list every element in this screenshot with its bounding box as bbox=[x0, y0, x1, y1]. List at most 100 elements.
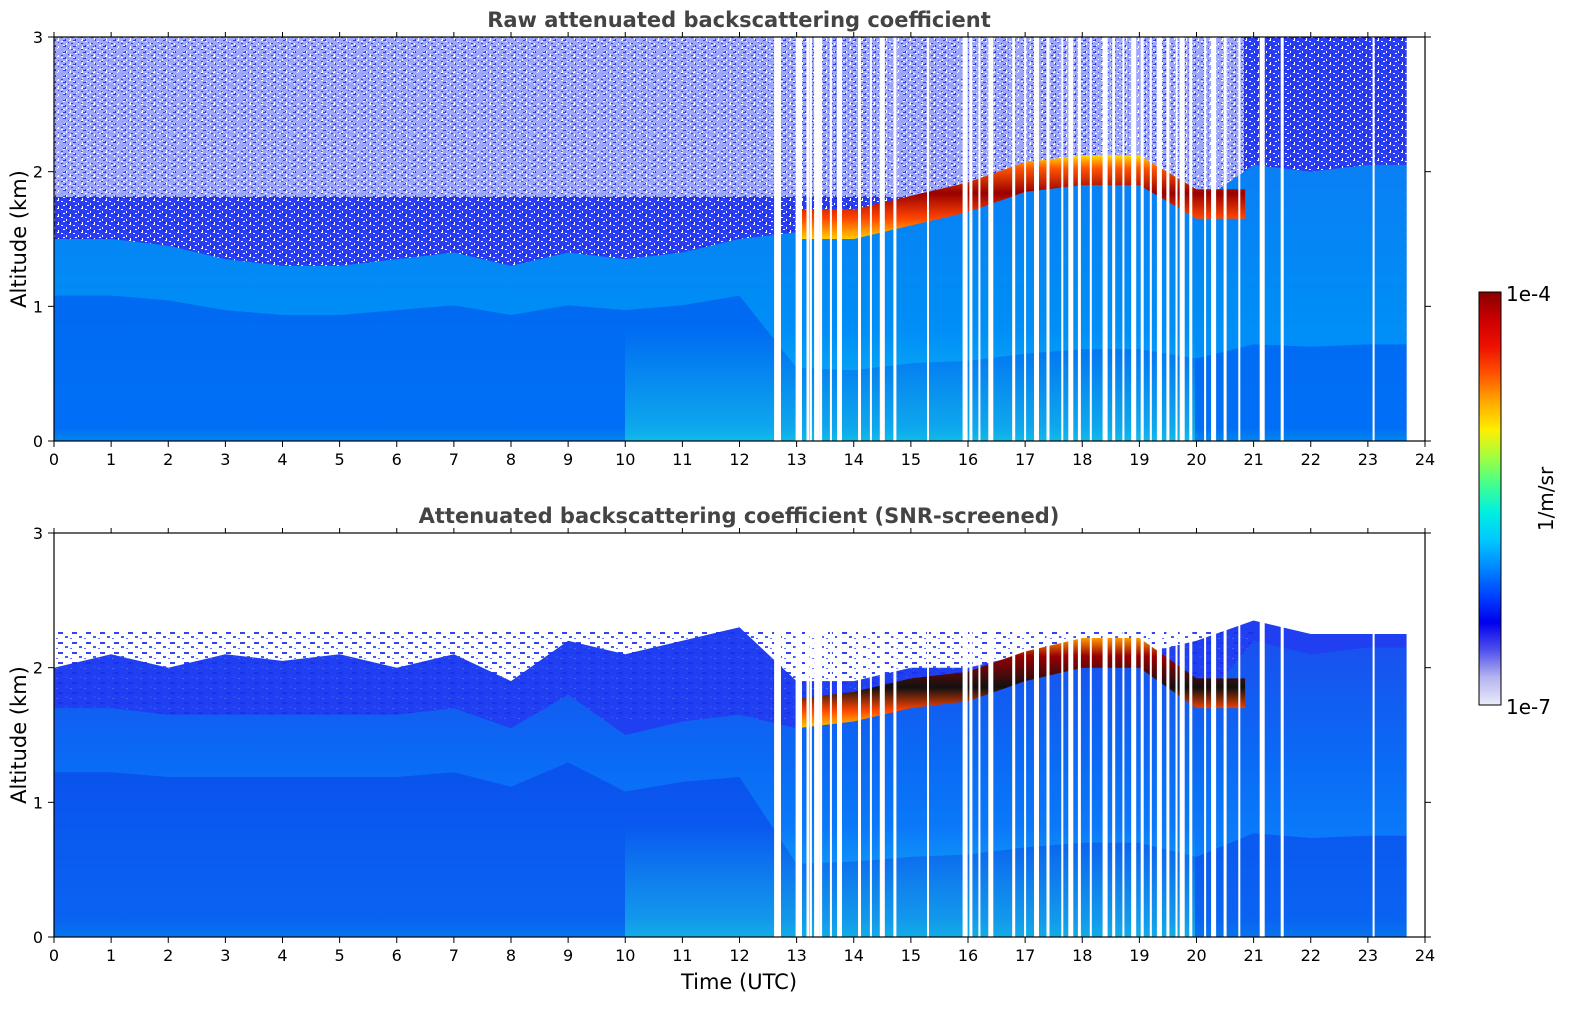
x-tick-label: 9 bbox=[563, 450, 573, 469]
y-tick-label: 3 bbox=[33, 28, 43, 47]
x-tick-label: 13 bbox=[786, 946, 806, 965]
data-gap bbox=[1189, 533, 1193, 937]
afternoon-boundary-glow bbox=[625, 330, 1195, 441]
data-gap bbox=[814, 37, 820, 441]
data-gap bbox=[819, 533, 823, 937]
data-gap bbox=[795, 37, 798, 441]
panel-plot-area bbox=[54, 533, 1425, 937]
data-gap bbox=[778, 533, 781, 937]
data-gap bbox=[806, 37, 810, 441]
data-gap bbox=[1175, 37, 1178, 441]
x-tick-label: 18 bbox=[1072, 450, 1092, 469]
data-gap bbox=[1259, 37, 1265, 441]
data-gap bbox=[858, 533, 861, 937]
data-gap bbox=[774, 533, 780, 937]
data-gap bbox=[809, 533, 812, 937]
x-tick-label: 0 bbox=[49, 946, 59, 965]
data-gap bbox=[988, 533, 994, 937]
data-gap bbox=[1046, 533, 1050, 937]
data-gaps bbox=[774, 533, 1375, 937]
data-gap bbox=[1280, 37, 1284, 441]
data-gap bbox=[858, 37, 861, 441]
data-gap bbox=[837, 533, 842, 937]
data-gap bbox=[797, 37, 802, 441]
no-data-region bbox=[1406, 37, 1425, 441]
x-tick-label: 19 bbox=[1129, 946, 1149, 965]
x-tick-label: 17 bbox=[1015, 946, 1035, 965]
data-gap bbox=[879, 37, 885, 441]
x-tick-label: 10 bbox=[615, 450, 635, 469]
x-tick-label: 2 bbox=[163, 450, 173, 469]
data-gap bbox=[1166, 533, 1170, 937]
x-axis: 0 1 2 3 4 5 6 7 8 9 10 11 12 13 14 15 16 17 18 19 20 21 22 23 24 bbox=[49, 528, 1435, 965]
x-tick-label: 23 bbox=[1358, 450, 1378, 469]
data-gap bbox=[969, 533, 973, 937]
y-axis-label: Altitude (km) bbox=[7, 170, 31, 308]
data-gap bbox=[829, 37, 832, 441]
x-tick-label: 12 bbox=[729, 946, 749, 965]
x-tick-label: 9 bbox=[563, 946, 573, 965]
colorbar-max-label: 1e-4 bbox=[1506, 282, 1551, 306]
data-gap bbox=[809, 37, 812, 441]
data-gap bbox=[1149, 533, 1152, 937]
data-gap bbox=[778, 37, 781, 441]
x-tick-label: 6 bbox=[392, 450, 402, 469]
data-gap bbox=[1149, 37, 1152, 441]
x-tick-label: 22 bbox=[1301, 450, 1321, 469]
panel-plot-area bbox=[54, 37, 1425, 441]
x-tick-label: 1 bbox=[106, 450, 116, 469]
data-gap bbox=[1061, 533, 1064, 937]
data-gap bbox=[1372, 533, 1375, 937]
data-gap bbox=[1077, 533, 1081, 937]
data-gap bbox=[962, 533, 968, 937]
y-tick-label: 1 bbox=[33, 793, 43, 812]
data-gap bbox=[1089, 37, 1092, 441]
x-tick-label: 16 bbox=[958, 946, 978, 965]
x-tick-label: 22 bbox=[1301, 946, 1321, 965]
x-tick-label: 21 bbox=[1243, 946, 1263, 965]
data-gap bbox=[819, 37, 823, 441]
data-gaps bbox=[774, 37, 1375, 441]
x-tick-label: 3 bbox=[220, 450, 230, 469]
data-gap bbox=[1156, 533, 1162, 937]
data-gap bbox=[1012, 37, 1016, 441]
data-gap bbox=[1280, 533, 1284, 937]
data-gap bbox=[1068, 533, 1074, 937]
no-data-region bbox=[1406, 533, 1425, 937]
x-tick-label: 16 bbox=[958, 450, 978, 469]
data-gap bbox=[806, 533, 810, 937]
x-tick-label: 10 bbox=[615, 946, 635, 965]
colorbar-unit-label: 1/m/sr bbox=[1534, 466, 1558, 531]
x-tick-label: 5 bbox=[335, 450, 345, 469]
y-tick-label: 2 bbox=[33, 659, 43, 678]
y-tick-label: 0 bbox=[33, 928, 43, 947]
data-gap bbox=[1102, 37, 1108, 441]
data-gap bbox=[1372, 37, 1375, 441]
x-tick-label: 17 bbox=[1015, 450, 1035, 469]
data-gap bbox=[893, 533, 897, 937]
x-tick-label: 21 bbox=[1243, 450, 1263, 469]
x-tick-label: 8 bbox=[506, 946, 516, 965]
snr-screened-panel: 0 1 2 3 4 5 6 7 8 9 10 11 12 13 14 15 16 17 18 19 20 21 22 23 24… bbox=[7, 504, 1435, 994]
x-tick-label: 11 bbox=[672, 946, 692, 965]
data-gap bbox=[829, 533, 832, 937]
panel-title: Attenuated backscattering coefficient (S… bbox=[419, 504, 1060, 528]
data-gap bbox=[814, 533, 820, 937]
data-gap bbox=[1204, 533, 1207, 937]
x-axis-label: Time (UTC) bbox=[680, 970, 797, 994]
x-tick-label: 24 bbox=[1415, 946, 1435, 965]
x-tick-label: 2 bbox=[163, 946, 173, 965]
y-axis: 0 1 2 3 bbox=[33, 28, 1431, 451]
data-gap bbox=[1089, 533, 1092, 937]
y-tick-label: 0 bbox=[33, 432, 43, 451]
data-gap bbox=[1122, 533, 1125, 937]
x-tick-label: 11 bbox=[672, 450, 692, 469]
data-gap bbox=[988, 37, 994, 441]
data-gap bbox=[869, 533, 872, 937]
data-gap bbox=[1238, 37, 1241, 441]
x-axis: 0 1 2 3 4 5 6 7 8 9 10 11 12 13 14 15 16 17 18 19 20 21 22 23 24 bbox=[49, 32, 1435, 469]
colorbar-gradient bbox=[1478, 291, 1502, 706]
x-tick-label: 6 bbox=[392, 946, 402, 965]
y-tick-label: 1 bbox=[33, 297, 43, 316]
